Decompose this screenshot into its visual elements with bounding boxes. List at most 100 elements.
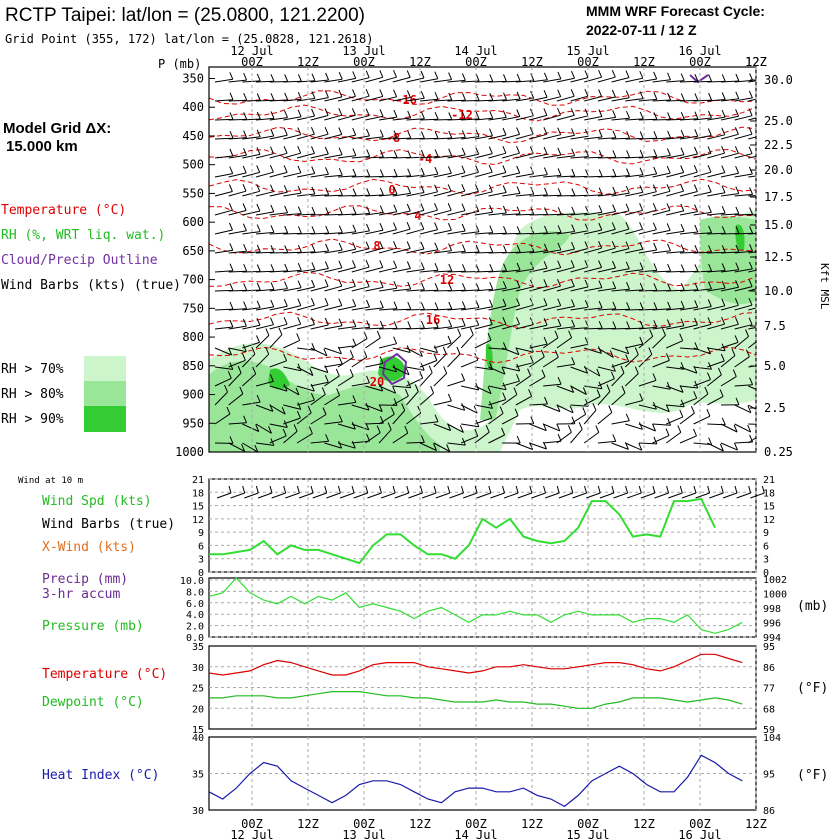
wind-barb-flag xyxy=(406,241,411,249)
wind-barb-flag xyxy=(543,108,548,116)
wind-barb xyxy=(447,335,461,349)
wind-barb xyxy=(543,231,562,235)
wind-barb xyxy=(707,347,726,352)
wind-barb-flag xyxy=(694,264,699,272)
bottom-hour-label: 12Z xyxy=(633,817,655,831)
wind-barb-flag xyxy=(428,365,433,373)
wind-barb xyxy=(310,232,329,235)
top-date-label: 14 Jul xyxy=(454,44,497,58)
p-tick-label: 1000 xyxy=(175,445,204,459)
wind-barb xyxy=(502,98,521,102)
wind-barb xyxy=(556,337,572,349)
wind-barb-flag xyxy=(297,280,302,288)
wind-barb xyxy=(502,380,520,387)
wind-barb-flag xyxy=(462,93,466,101)
wind-10m-barb-flag xyxy=(638,485,642,494)
wind-barb xyxy=(228,190,247,197)
wind-barb-flag xyxy=(610,371,615,379)
wind-barb xyxy=(365,156,384,159)
wind-barb-flag xyxy=(488,165,493,173)
panel-frame-pres xyxy=(208,577,757,638)
wind-barb-flag xyxy=(420,131,425,139)
wind-barb xyxy=(720,355,736,368)
temp-tick-right: 59 xyxy=(763,725,775,736)
wind-barb xyxy=(529,376,546,387)
wind-barb xyxy=(214,209,233,216)
wind-barb xyxy=(515,213,534,216)
wind-barb-flag xyxy=(284,92,289,101)
wind-barb-flag xyxy=(625,185,630,194)
wind-barb-flag xyxy=(283,185,288,193)
wind-barb xyxy=(707,116,726,121)
wind-barb xyxy=(241,353,256,368)
wind-barb xyxy=(419,392,434,406)
wind-barb-flag xyxy=(503,226,507,234)
wind-barb xyxy=(488,152,507,159)
wind-barb xyxy=(515,80,534,83)
wind-barb xyxy=(242,171,260,178)
wind-barb-flag xyxy=(760,426,763,433)
wind-barb xyxy=(666,404,685,408)
wind-barb xyxy=(255,211,274,216)
wind-barb-flag xyxy=(242,223,247,231)
wind-barb xyxy=(734,115,753,121)
wind-barb-flag xyxy=(270,225,275,233)
wind-barb xyxy=(255,404,274,412)
wind-barb xyxy=(597,116,616,121)
wind-barb xyxy=(283,287,302,292)
pressure-label: Pressure (mb) xyxy=(42,619,144,634)
wind-barb-flag xyxy=(297,92,302,100)
wind-barb-flag xyxy=(626,302,631,310)
wind-barb xyxy=(707,134,725,140)
wind-barb-flag xyxy=(461,165,466,173)
wind-barb-flag xyxy=(693,165,698,173)
grid-point-label: Grid Point (355, 172) lat/lon = (25.0828… xyxy=(5,32,374,46)
wind-barb xyxy=(707,287,726,292)
wind-barb-flag xyxy=(406,70,411,78)
wind-barb xyxy=(638,118,657,121)
wind-barb xyxy=(310,194,329,197)
wind-barb-flag xyxy=(680,300,685,309)
wind-barb xyxy=(597,366,616,372)
wind-barb xyxy=(447,154,466,159)
pres-tick-right: 1000 xyxy=(763,590,787,601)
wind-barb xyxy=(310,115,329,121)
wind-barb-flag xyxy=(721,263,726,271)
wind-barb xyxy=(734,79,753,83)
wind-barb-flag xyxy=(731,348,736,356)
wind-barb-flag xyxy=(393,187,398,195)
wind-barb xyxy=(269,323,288,330)
wind-barb xyxy=(283,213,302,216)
wind-barb-flag xyxy=(420,363,425,371)
wind-barb xyxy=(638,98,657,102)
wind-barb xyxy=(611,228,630,235)
wind-barb-flag xyxy=(335,368,340,377)
wind-barb-flag xyxy=(653,320,658,328)
heat-tick-left: 35 xyxy=(192,770,204,781)
wind-barb-flag xyxy=(256,203,261,212)
top-hour-label: 12Z xyxy=(745,55,767,69)
wind-barb xyxy=(310,347,328,357)
wind-barb-flag xyxy=(721,280,726,289)
wind-barb xyxy=(392,76,411,83)
wind-barb xyxy=(228,325,247,330)
isotherm-label: -16 xyxy=(395,93,417,107)
wind-barb-flag xyxy=(707,299,712,307)
wind-barb-flag xyxy=(652,184,657,192)
wind-barb-flag xyxy=(448,92,453,101)
wind-barb-flag xyxy=(297,109,302,117)
wind-barb-flag xyxy=(461,223,466,232)
wind-barb-flag xyxy=(311,91,316,99)
wind-barb-flag xyxy=(748,261,753,270)
wind-barb-flag xyxy=(625,413,630,421)
wind-barb xyxy=(351,266,370,273)
wind-barb-flag xyxy=(777,299,780,306)
wind-barb-flag xyxy=(612,321,617,329)
wind-barb-flag xyxy=(365,402,370,411)
wind-barb xyxy=(447,172,466,178)
wind-barb xyxy=(351,95,370,102)
wind-barb-flag xyxy=(653,283,658,291)
wind-barb xyxy=(748,341,756,349)
wind-10m-barb-flag xyxy=(734,485,738,494)
wind-barb-flag xyxy=(777,128,780,135)
